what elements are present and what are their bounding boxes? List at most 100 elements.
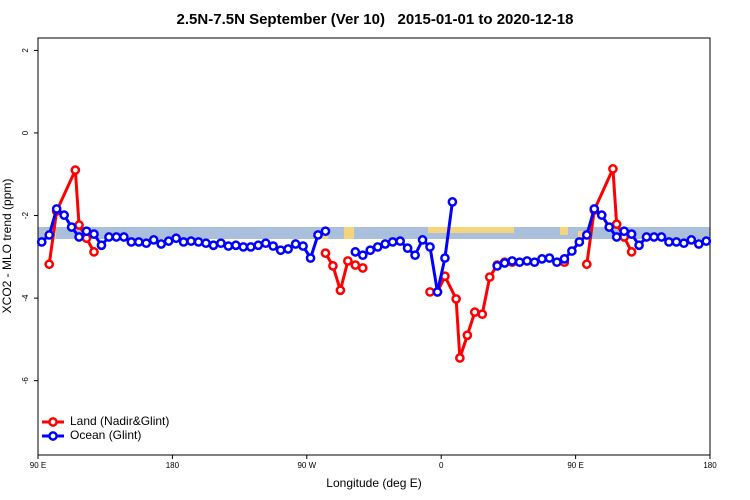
legend-label: Ocean (Glint) (70, 428, 141, 442)
point (552, 257, 562, 268)
point (656, 232, 667, 242)
point (596, 210, 607, 220)
point (350, 247, 361, 257)
series-line (47, 167, 633, 360)
point (343, 256, 353, 266)
point (611, 232, 622, 242)
point (186, 236, 196, 246)
point (544, 253, 555, 263)
point (320, 248, 331, 258)
point (193, 237, 204, 247)
point (74, 232, 84, 242)
y-tick-label: 0 (21, 130, 30, 135)
point (447, 197, 458, 207)
point (231, 240, 241, 251)
point (111, 232, 122, 242)
x-tick-label: 0 (439, 461, 444, 470)
y-tick-label: -6 (21, 377, 30, 385)
point (380, 239, 391, 249)
point (440, 253, 450, 263)
point (387, 237, 398, 247)
point (417, 235, 428, 245)
point (462, 330, 473, 341)
point (455, 353, 465, 363)
point (611, 219, 622, 230)
point (395, 236, 405, 246)
point (313, 230, 323, 240)
point (402, 243, 413, 254)
ocean-strip (38, 227, 710, 239)
point (634, 240, 644, 251)
point (51, 204, 62, 214)
point (484, 272, 495, 282)
point (507, 256, 517, 266)
plot-frame (37, 37, 711, 456)
point (216, 238, 226, 249)
land-patch (344, 227, 354, 239)
point (156, 239, 167, 249)
point (477, 309, 488, 320)
point (619, 226, 629, 237)
point (522, 256, 532, 266)
point (671, 237, 682, 247)
point (148, 235, 159, 245)
point (641, 232, 652, 242)
point (701, 236, 712, 246)
point (649, 232, 659, 242)
point (74, 220, 84, 230)
point (686, 235, 697, 245)
point (357, 263, 368, 273)
point (581, 230, 592, 240)
point (208, 240, 219, 251)
legend-marker (48, 431, 58, 441)
point (201, 238, 211, 249)
point (567, 246, 577, 256)
point (608, 164, 618, 174)
point (432, 287, 443, 297)
point (604, 222, 615, 232)
point (44, 230, 55, 240)
point (126, 237, 137, 247)
point (81, 226, 92, 237)
point (119, 232, 129, 242)
y-axis-label: XCO2 - MLO trend (ppm) (0, 179, 14, 314)
point (589, 204, 600, 214)
point (305, 253, 316, 263)
x-tick-label: 180 (166, 461, 180, 470)
chart-title: 2.5N-7.5N September (Ver 10) 2015-01-01 … (177, 11, 574, 28)
point (499, 258, 510, 268)
point (425, 242, 435, 252)
x-tick-label: 180 (703, 461, 717, 470)
point (425, 287, 435, 297)
point (574, 237, 585, 247)
x-axis-label: Longitude (deg E) (326, 476, 421, 490)
point (89, 247, 99, 257)
point (268, 241, 279, 251)
point (178, 237, 189, 247)
point (171, 233, 181, 244)
point (66, 222, 77, 232)
map-strip (38, 227, 710, 239)
point (96, 240, 107, 251)
point (357, 250, 368, 261)
y-tick-label: 2 (21, 48, 30, 53)
x-tick-label: 90 E (567, 461, 583, 470)
point (372, 242, 383, 252)
point (469, 307, 480, 317)
legend-marker (48, 417, 58, 427)
legend-label: Land (Nadir&Glint) (70, 414, 169, 428)
y-tick-label: -4 (21, 294, 30, 302)
point (89, 229, 99, 239)
point (679, 238, 689, 249)
land-patch (318, 233, 328, 239)
point (559, 254, 570, 264)
x-tick-label: 90 E (30, 461, 46, 470)
point (320, 226, 331, 237)
point (514, 257, 525, 268)
point (44, 259, 55, 270)
point (238, 242, 249, 252)
x-tick-label: 90 W (297, 461, 316, 470)
point (283, 244, 293, 254)
point (133, 237, 144, 247)
